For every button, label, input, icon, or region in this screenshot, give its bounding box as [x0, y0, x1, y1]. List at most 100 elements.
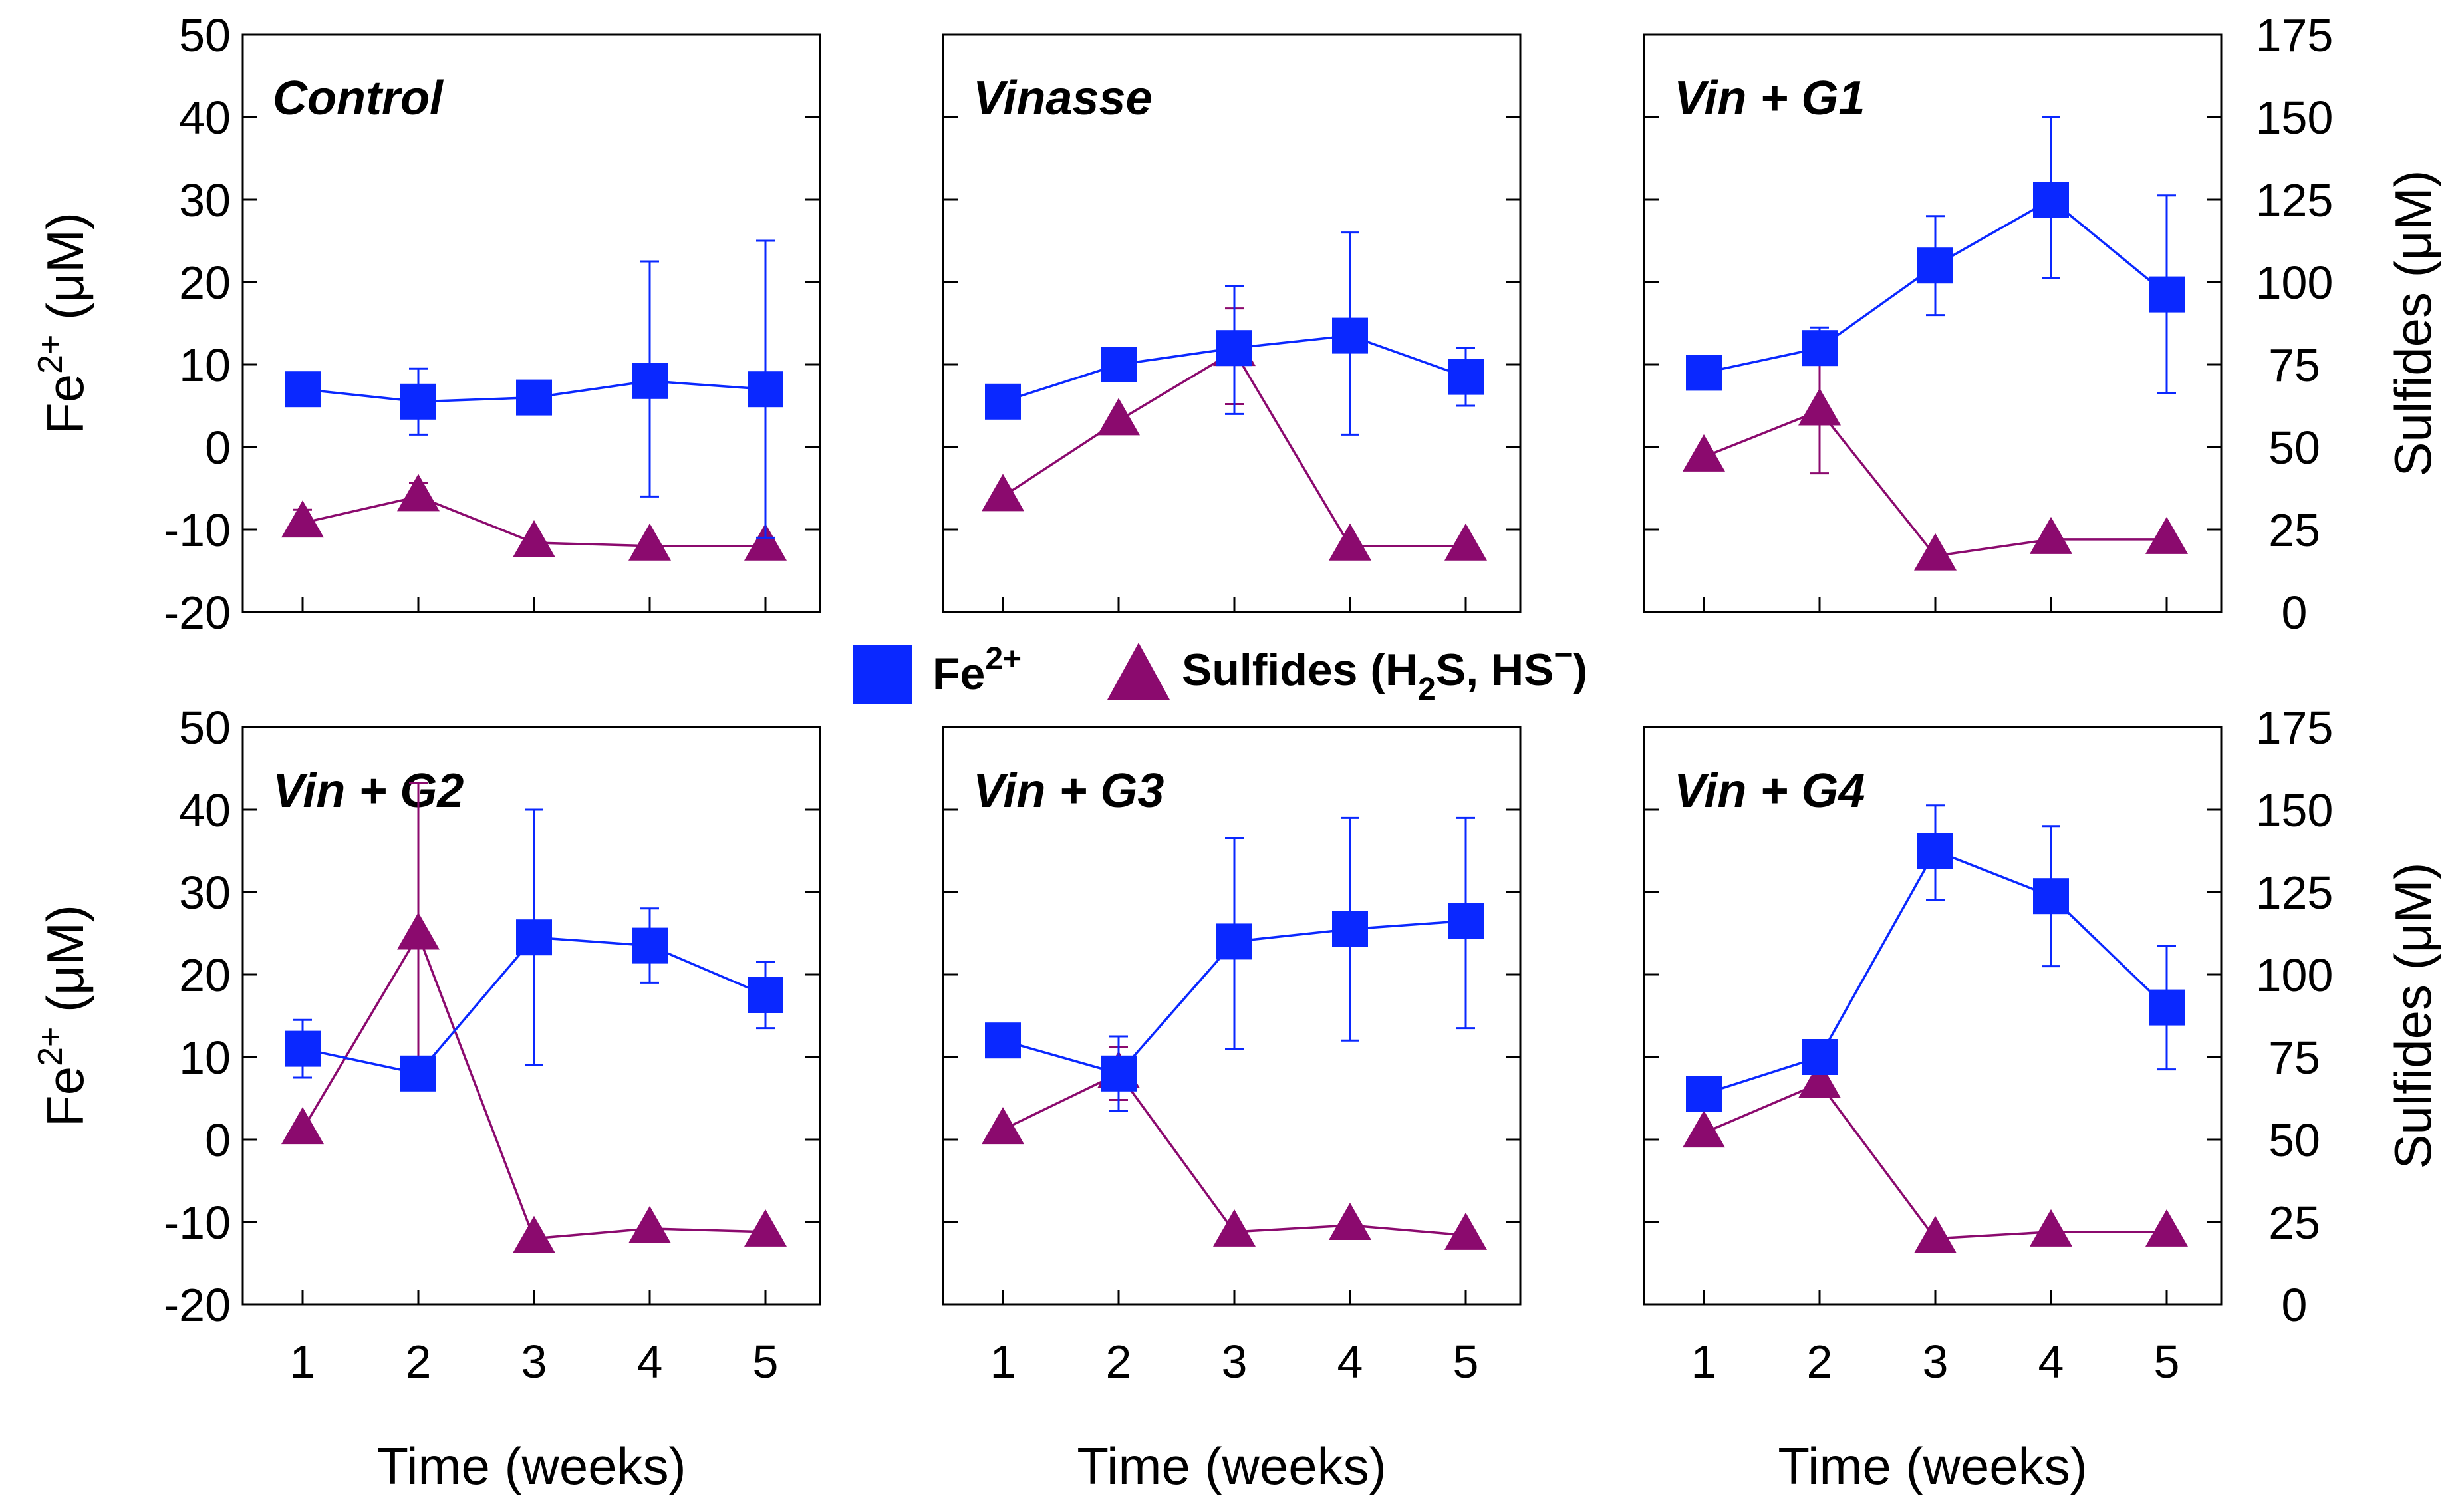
- fe-point: [285, 1030, 321, 1067]
- panel-title: Vin + G3: [973, 764, 1164, 818]
- y-left-tick-label: 10: [179, 339, 231, 391]
- fe-point: [1332, 317, 1368, 354]
- sulfide-point: [628, 523, 671, 561]
- plot-frame: [241, 33, 821, 613]
- y-left-tick-label: 10: [179, 1032, 231, 1084]
- y-right-axis-title: Sulfides (μM): [2384, 862, 2442, 1169]
- fe-point: [1216, 330, 1252, 367]
- fe-point: [1802, 1039, 1838, 1075]
- fe-point: [632, 363, 668, 399]
- sulfide-point: [1444, 523, 1487, 561]
- plot-frame: [1643, 726, 2223, 1306]
- x-axis-title: Time (weeks): [376, 1437, 686, 1495]
- panel-3: 175 150 125 100 75 50 25 0 Vin + G1: [1643, 9, 2334, 639]
- panel-title: Vinasse: [973, 72, 1153, 125]
- sulfide-point: [1213, 1209, 1256, 1247]
- fe-point: [1101, 1055, 1137, 1092]
- y-left-tick-label: 0: [205, 1114, 231, 1166]
- y-left-tick-label: 30: [179, 174, 231, 226]
- y-right-tick-label: 175: [2256, 702, 2334, 754]
- panel-title: Vin + G1: [1674, 72, 1865, 125]
- y-right-tick-label: 75: [2268, 1032, 2320, 1084]
- legend-sulfide-marker: [1107, 643, 1170, 700]
- fe-point: [632, 927, 668, 964]
- x-tick-label: 5: [753, 1336, 779, 1388]
- legend-fe-main: Fe: [932, 649, 985, 699]
- y-left-axis-title: Fe2+ (μM): [31, 905, 94, 1127]
- panel-6: 175 150 125 100 75 50 25 0 1 2 3 4 5 Time (weeks) Vin …: [1643, 702, 2334, 1495]
- x-tick-label: 3: [521, 1336, 547, 1388]
- y-left-tick-label: 50: [179, 9, 231, 61]
- legend-fe-sup: 2+: [985, 641, 1022, 677]
- y-left-tick-label: -10: [164, 504, 231, 556]
- y-left-tick-label: 40: [179, 784, 231, 836]
- sulfide-point: [1444, 1212, 1487, 1250]
- fe-point: [1448, 903, 1484, 939]
- fe-point: [516, 379, 552, 416]
- sulfide-point: [1683, 434, 1725, 472]
- fe-point: [985, 1022, 1021, 1059]
- sulfide-point: [1097, 398, 1140, 436]
- y-left-tick-label: 50: [179, 702, 231, 754]
- sulfide-point: [1683, 1110, 1725, 1148]
- fe-point: [748, 977, 783, 1013]
- sulfide-point: [1914, 533, 1957, 571]
- y-right-tick-label: 75: [2268, 339, 2320, 391]
- y-left-title-unit: (μM): [36, 905, 94, 1027]
- x-tick-label: 3: [1222, 1336, 1248, 1388]
- y-left-tick-label: -20: [164, 587, 231, 639]
- sulfide-point: [2145, 516, 2188, 554]
- x-tick-label: 3: [1923, 1336, 1949, 1388]
- y-left-tick-label: 30: [179, 867, 231, 919]
- y-right-tick-label: 25: [2268, 1197, 2320, 1249]
- legend: Fe2+ Sulfides (H2S, HS−): [853, 637, 1587, 707]
- plot-frame: [1643, 33, 2223, 613]
- plot-frame: [241, 726, 821, 1306]
- legend-s-sub: 2: [1418, 672, 1436, 707]
- panel-title: Vin + G2: [273, 764, 464, 818]
- y-right-tick-label: 50: [2268, 422, 2320, 474]
- y-left-tick-label: 0: [205, 422, 231, 474]
- x-tick-label: 4: [637, 1336, 663, 1388]
- fe-point: [400, 1055, 436, 1092]
- fe-point: [1448, 359, 1484, 395]
- sulfide-point: [628, 1205, 671, 1243]
- fe-point: [1917, 247, 1953, 284]
- x-tick-label: 4: [1337, 1336, 1363, 1388]
- fe-point: [516, 919, 552, 956]
- x-tick-label: 2: [1807, 1336, 1833, 1388]
- x-tick-label: 4: [2038, 1336, 2064, 1388]
- fe-point: [400, 383, 436, 420]
- sulfide-point: [513, 520, 555, 557]
- panel-title: Control: [273, 72, 444, 125]
- y-right-tick-label: 150: [2256, 784, 2334, 836]
- x-axis-title: Time (weeks): [1077, 1437, 1386, 1495]
- fe-point: [2149, 989, 2185, 1026]
- sulfide-point: [982, 1107, 1024, 1145]
- y-left-tick-label: 20: [179, 257, 231, 309]
- legend-fe-marker: [853, 645, 912, 704]
- plot-frame: [942, 726, 1522, 1306]
- x-axis-title: Time (weeks): [1778, 1437, 2087, 1495]
- panel-4: 50 40 30 20 10 0 -10 -20 1 2 3 4 5 Time (weeks) Vin + …: [164, 702, 821, 1495]
- legend-s-prefix: Sulfides (H: [1182, 645, 1418, 695]
- panel-1: 50 40 30 20 10 0 -10 -20 Control: [164, 9, 821, 639]
- sulfide-point: [744, 1209, 787, 1247]
- y-left-title-main: Fe: [36, 374, 94, 434]
- fe-point: [1917, 833, 1953, 869]
- y-right-tick-label: 100: [2256, 949, 2334, 1001]
- sulfide-point: [2030, 1209, 2072, 1247]
- y-right-axis-title: Sulfides (μM): [2384, 170, 2442, 476]
- legend-s-mid: S, HS: [1436, 645, 1554, 695]
- y-left-title-main: Fe: [36, 1066, 94, 1127]
- y-right-tick-label: 125: [2256, 174, 2334, 226]
- fe-point: [1101, 347, 1137, 382]
- y-left-tick-label: 40: [179, 92, 231, 144]
- y-left-title-sup: 2+: [31, 1027, 70, 1066]
- plot-frame: [942, 33, 1522, 613]
- sulfide-point: [1798, 1060, 1841, 1098]
- sulfide-point: [2030, 516, 2072, 554]
- sulfide-point: [281, 1107, 324, 1145]
- x-tick-label: 2: [406, 1336, 432, 1388]
